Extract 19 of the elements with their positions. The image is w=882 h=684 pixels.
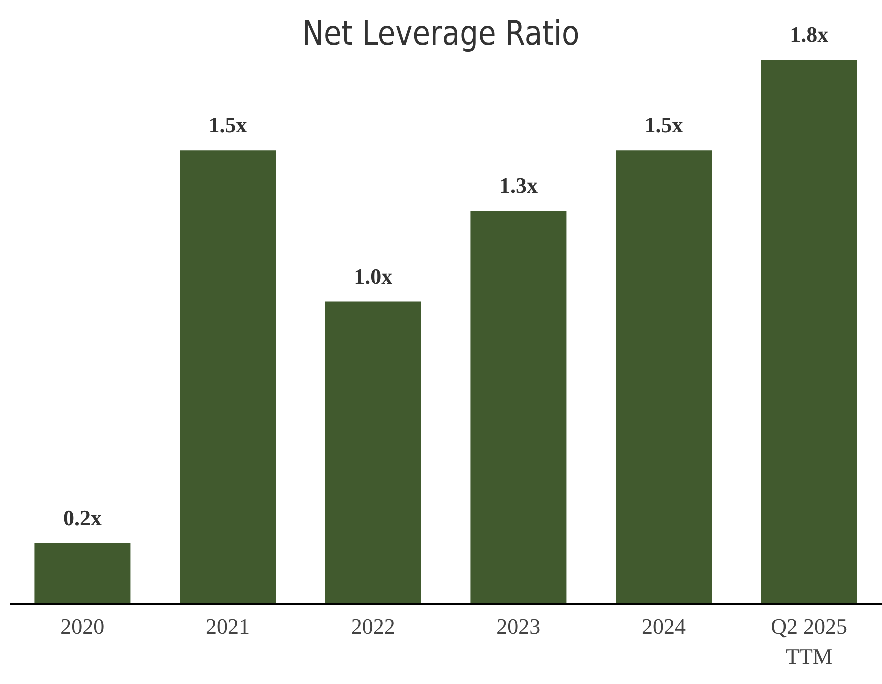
bar xyxy=(761,60,858,604)
data-label: 1.0x xyxy=(354,264,393,289)
chart-title: Net Leverage Ratio xyxy=(302,14,580,54)
bar xyxy=(616,150,712,604)
x-tick-label: 2020 xyxy=(60,614,105,639)
x-tick-label: 2023 xyxy=(496,614,541,639)
bar xyxy=(470,211,567,604)
bar xyxy=(34,544,131,604)
data-label: 0.2x xyxy=(63,506,102,531)
data-label: 1.5x xyxy=(644,112,684,138)
x-tick-label: 2022 xyxy=(351,614,396,639)
data-label: 1.5x xyxy=(208,112,248,138)
data-label: 1.8x xyxy=(790,22,829,47)
x-tick-label: Q2 2025 TTM xyxy=(771,614,848,669)
x-tick-label: 2021 xyxy=(206,614,250,639)
bar xyxy=(325,302,422,604)
x-tick-label: 2024 xyxy=(642,614,686,639)
data-label: 1.3x xyxy=(499,173,538,198)
bar xyxy=(180,150,276,604)
